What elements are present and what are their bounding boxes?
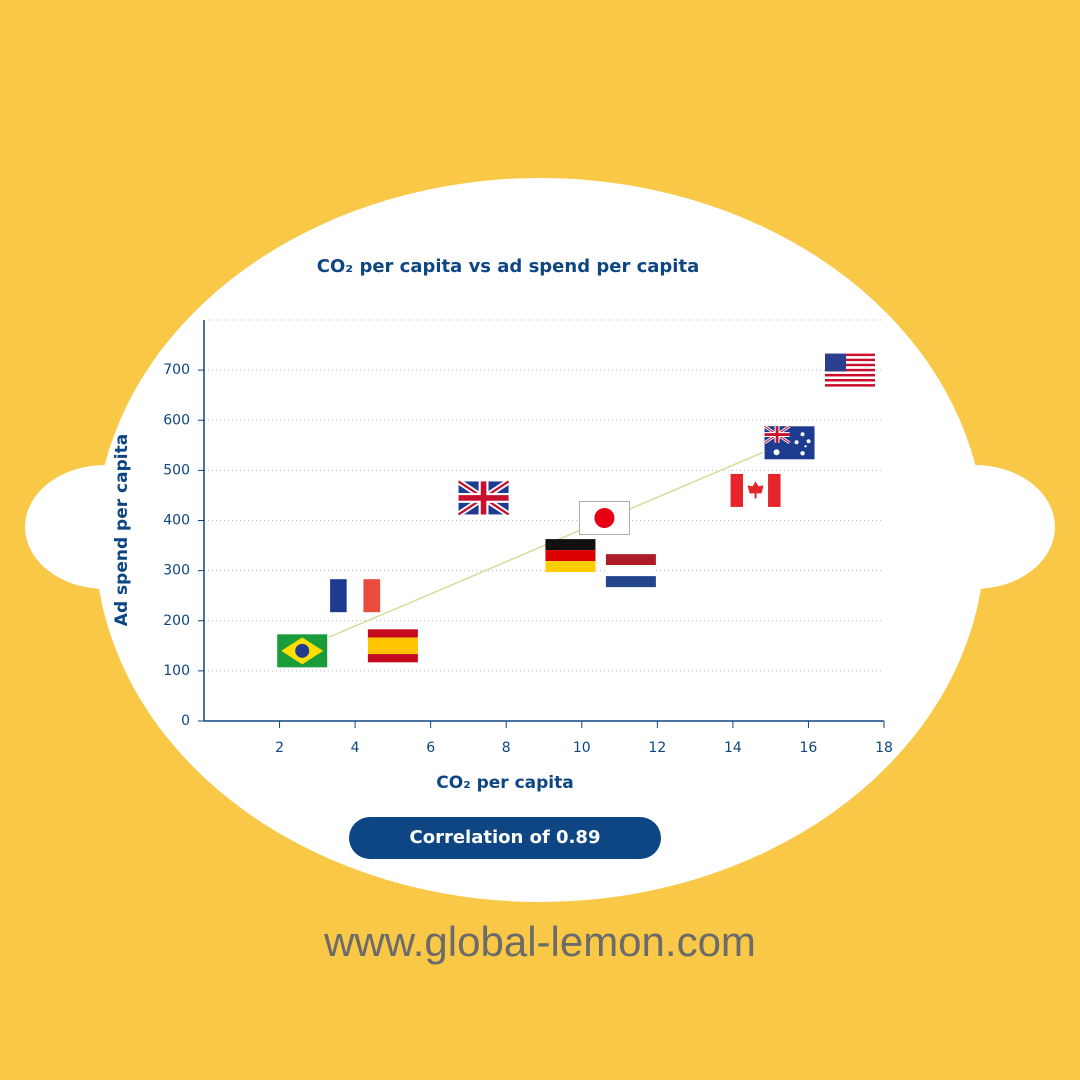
- flag-part: [768, 473, 781, 507]
- flag-part: [825, 368, 875, 372]
- x-tick-label: 14: [724, 740, 742, 756]
- x-axis-label: CO₂ per capita: [436, 773, 573, 793]
- plot: CO₂ per capita vs ad spend per capita 0 10…: [112, 256, 893, 859]
- point: [545, 539, 596, 573]
- website: www.global-lemon.com: [323, 918, 756, 965]
- flag-part: [806, 439, 811, 444]
- flag-part: [825, 371, 875, 374]
- flag-part: [605, 554, 656, 566]
- y-tick-label: 500: [163, 462, 190, 478]
- x-tick-label: 4: [351, 740, 360, 756]
- point: [730, 473, 781, 507]
- flag-part: [605, 565, 656, 577]
- y-tick-label: 200: [163, 613, 190, 629]
- flag-part: [346, 579, 364, 613]
- x-tick-label: 8: [502, 740, 511, 756]
- point: [277, 634, 328, 668]
- flag-part: [367, 654, 418, 663]
- flag-part: [747, 481, 764, 499]
- x-tick-label: 6: [426, 740, 435, 756]
- y-tick-label: 700: [163, 362, 190, 378]
- y-tick-label: 0: [181, 713, 190, 729]
- flag-part: [825, 353, 846, 372]
- flag-part: [825, 366, 875, 369]
- x-tick-label: 2: [275, 740, 284, 756]
- flag-part: [545, 561, 596, 573]
- flag-part: [825, 353, 875, 357]
- flag-part: [825, 379, 875, 382]
- y-tick-label: 300: [163, 563, 190, 579]
- flag-part: [730, 473, 744, 507]
- flag-part: [295, 643, 310, 658]
- flag-part: [367, 637, 418, 655]
- x-tick-label: 10: [573, 740, 591, 756]
- flag-part: [800, 432, 805, 437]
- point: [456, 478, 511, 517]
- flag-part: [825, 363, 875, 367]
- annotation: Correlation of 0.89: [410, 827, 601, 848]
- point: [579, 501, 630, 535]
- point: [330, 579, 381, 613]
- flag-part: [825, 356, 875, 359]
- x-tick-label: 12: [648, 740, 666, 756]
- flag-part: [363, 579, 381, 613]
- flag-part: [367, 629, 418, 638]
- flag-part: [545, 539, 596, 551]
- flag-part: [330, 579, 347, 613]
- point: [763, 425, 815, 460]
- annotation-box: [349, 817, 661, 859]
- x-tick-label: 18: [875, 740, 893, 756]
- flag-part: [594, 507, 615, 528]
- y-tick-label: 400: [163, 513, 190, 529]
- y-tick-label: 100: [163, 663, 190, 679]
- flag-part: [794, 440, 799, 445]
- flag-part: [825, 381, 875, 385]
- y-tick-label: 600: [163, 412, 190, 428]
- flag-part: [825, 373, 875, 377]
- flag-part: [773, 449, 780, 456]
- flag-part: [764, 426, 790, 443]
- flag-part: [545, 550, 596, 562]
- flag-part: [800, 451, 805, 456]
- flag-part: [605, 576, 656, 588]
- flag-part: [458, 481, 509, 515]
- y-axis-label: Ad spend per capita: [112, 434, 132, 626]
- point: [825, 353, 875, 387]
- point: [605, 554, 656, 588]
- x-tick-label: 16: [800, 740, 818, 756]
- point: [367, 629, 418, 663]
- chart-title: CO₂ per capita vs ad spend per capita: [317, 256, 699, 277]
- flag-part: [804, 445, 807, 448]
- flag-part: [825, 376, 875, 380]
- flag-part: [825, 361, 875, 364]
- flag-part: [825, 358, 875, 362]
- flag-part: [825, 384, 875, 387]
